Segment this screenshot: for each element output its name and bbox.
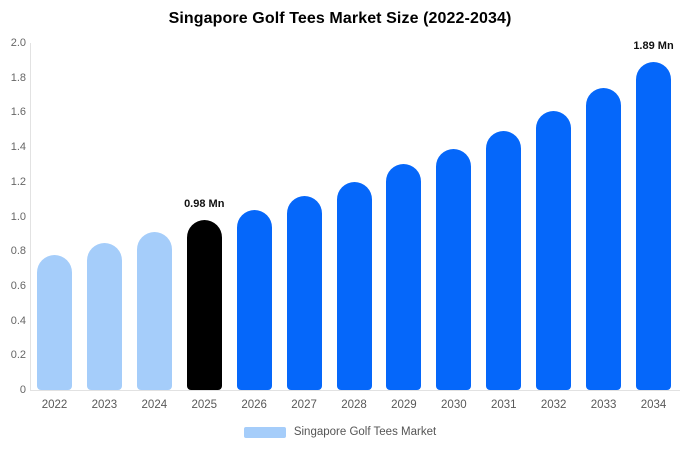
x-tick-label-2023: 2023: [91, 399, 118, 411]
bar-2034: [636, 62, 671, 390]
bar-2027: [286, 195, 322, 390]
y-tick-label-1.0: 1.0: [10, 210, 26, 223]
bar-2031: [486, 131, 522, 390]
bar-2033: [586, 88, 622, 390]
bar-2028: [336, 181, 372, 390]
y-tick-label-0: 0: [19, 384, 26, 396]
x-tick-label-2022: 2022: [41, 399, 68, 411]
bar-2024: [136, 232, 172, 390]
x-tick-label-2033: 2033: [590, 399, 617, 411]
x-tick-label-2025: 2025: [191, 399, 218, 411]
chart-title: Singapore Golf Tees Market Size (2022-20…: [168, 10, 512, 27]
bar-2032: [536, 110, 572, 390]
y-axis-line: [30, 43, 31, 390]
y-tick-label-0.8: 0.8: [10, 245, 26, 258]
y-tick-label-0.2: 0.2: [10, 349, 26, 362]
y-tick-label-1.4: 1.4: [10, 141, 26, 154]
y-tick-label-2.0: 2.0: [10, 37, 26, 49]
bar-2030: [436, 148, 472, 390]
y-tick-label-1.2: 1.2: [10, 175, 26, 188]
x-tick-label-2028: 2028: [341, 399, 367, 411]
y-tick-label-0.6: 0.6: [10, 279, 26, 292]
y-tick-label-1.8: 1.8: [10, 71, 26, 84]
bar-value-label-2034: 1.89 Mn: [633, 40, 674, 53]
x-tick-label-2029: 2029: [391, 399, 417, 411]
x-tick-label-2034: 2034: [640, 399, 667, 411]
y-tick-label-1.6: 1.6: [10, 106, 26, 119]
bar-2023: [86, 242, 122, 390]
bar-2026: [236, 209, 272, 390]
bar-2025: [186, 219, 222, 390]
bar-value-label-2025: 0.98 Mn: [184, 197, 225, 210]
bar-2029: [386, 164, 422, 390]
legend-label: Singapore Golf Tees Market: [293, 426, 437, 438]
x-tick-label-2024: 2024: [141, 399, 168, 411]
x-tick-label-2032: 2032: [540, 399, 567, 411]
y-tick-label-0.4: 0.4: [10, 314, 26, 327]
x-tick-label-2030: 2030: [441, 399, 467, 411]
x-axis-line: [30, 390, 680, 391]
legend-swatch: [243, 426, 286, 438]
x-tick-label-2026: 2026: [241, 399, 267, 411]
bar-2022: [37, 254, 72, 390]
x-tick-label-2027: 2027: [291, 399, 317, 411]
x-tick-label-2031: 2031: [490, 399, 517, 411]
legend: Singapore Golf Tees Market: [0, 426, 680, 438]
